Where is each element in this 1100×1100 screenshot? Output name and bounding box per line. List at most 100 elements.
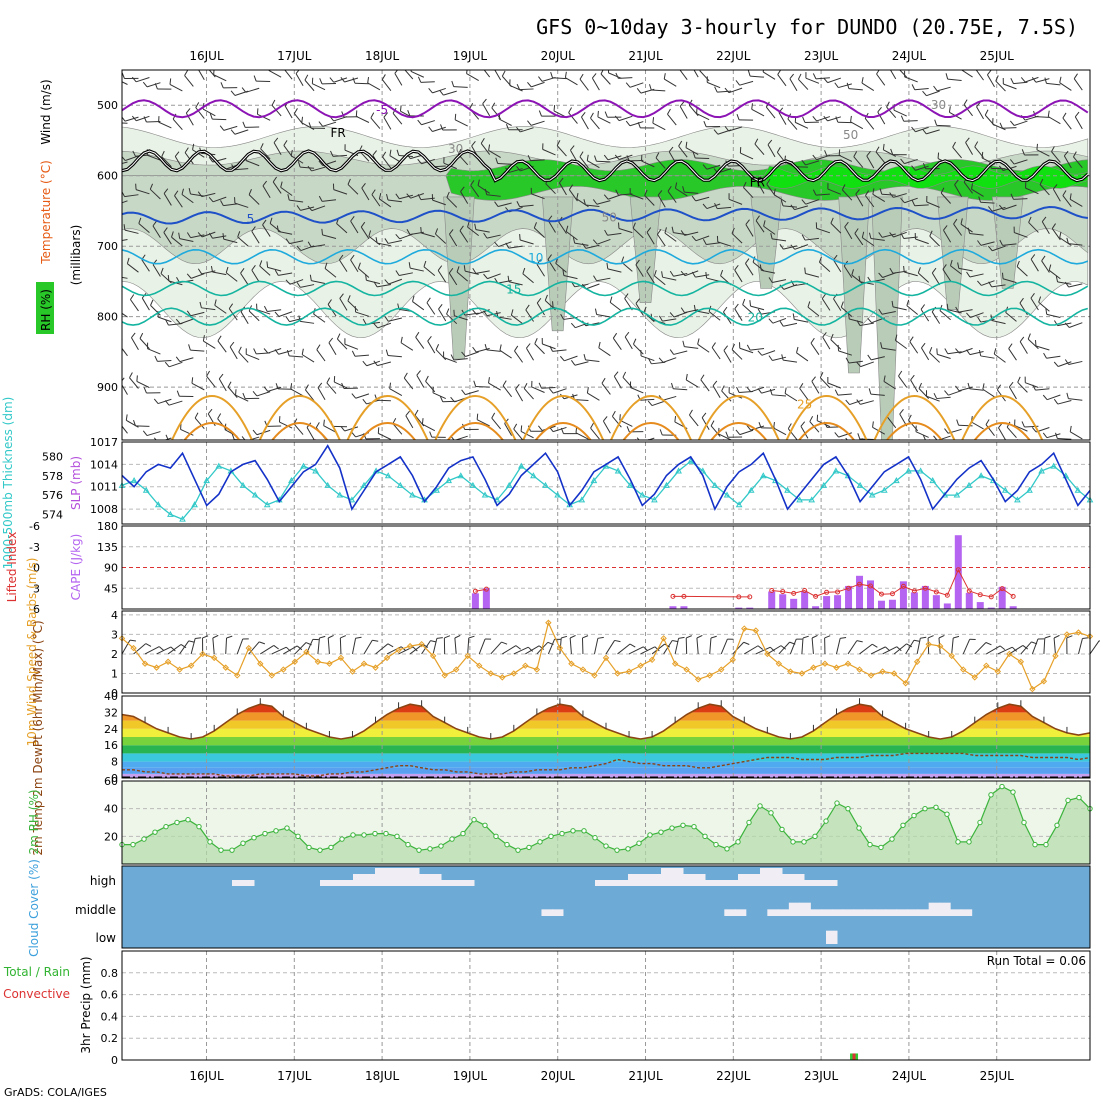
wind-barb — [756, 181, 765, 194]
temperature-contour-arch — [371, 439, 404, 440]
wind-barb — [696, 113, 710, 121]
wind-barb — [396, 149, 400, 156]
wind-barb — [712, 385, 721, 399]
wind-barb — [1006, 426, 1017, 439]
wind-barb — [122, 239, 128, 242]
ylabel-rh-2m: 2m RH (%) — [27, 789, 41, 854]
wind-barb — [131, 332, 136, 338]
wind-barb — [214, 304, 227, 314]
wind-barb — [947, 78, 962, 81]
rh-point — [955, 839, 961, 845]
wind-barb-10m — [170, 646, 176, 652]
wind-barb — [296, 205, 301, 211]
wind-speed-point — [418, 640, 425, 648]
wind-barb-10m — [569, 637, 572, 654]
lifted-index-point — [889, 591, 895, 597]
wind-barb — [115, 72, 116, 78]
wind-barb — [311, 280, 326, 284]
wind-barb — [495, 157, 499, 164]
wind-barb — [484, 188, 488, 195]
wind-barb — [917, 267, 921, 274]
cloud-frame — [121, 865, 1091, 949]
thickness-point — [651, 496, 658, 503]
wind-barb — [630, 193, 644, 200]
wind-barb — [931, 267, 937, 274]
rh-point — [977, 819, 983, 826]
temperature-contour-arch — [710, 422, 767, 440]
x-tick-label-bottom: 24JUL — [892, 1069, 927, 1083]
wind-barb — [480, 138, 485, 144]
wind-barb — [591, 73, 597, 79]
wind-barb — [234, 129, 249, 135]
wind-barb — [389, 149, 392, 156]
wind-barb — [157, 359, 172, 362]
wind-barb — [1008, 348, 1017, 361]
rh-point — [1054, 822, 1060, 828]
wind-barb — [340, 76, 345, 83]
wind-barb — [673, 388, 688, 391]
wind-barb — [321, 228, 323, 235]
wind-barb — [685, 147, 699, 156]
rh-point — [691, 823, 697, 830]
wind-barb — [564, 71, 567, 78]
wind-barb — [1038, 296, 1042, 303]
lifted-index-point — [977, 592, 983, 598]
wind-barb — [446, 197, 458, 208]
wind-barb — [982, 388, 995, 398]
wind-barb — [405, 410, 410, 417]
wind-barb — [112, 117, 114, 123]
wind-barb — [988, 281, 993, 288]
wind-barb — [838, 350, 852, 356]
cloud-cell — [738, 874, 750, 886]
wind-barb — [519, 88, 534, 91]
temperature-contour-label: 5 — [247, 212, 255, 226]
wind-barb — [952, 141, 956, 148]
wind-barb — [415, 331, 420, 338]
wind-barb — [217, 335, 222, 342]
wind-barb-10m — [927, 635, 934, 639]
rh-plume — [871, 196, 903, 440]
wind-barb — [491, 102, 496, 109]
wind-barb — [723, 306, 728, 313]
cloud-cell — [735, 909, 747, 916]
wind-barb — [920, 304, 926, 310]
wind-barb — [898, 375, 908, 388]
rh-tick-label: 20 — [104, 830, 118, 843]
wind-barb — [858, 275, 861, 282]
wind-barb — [552, 301, 554, 308]
wind-barb — [910, 379, 919, 393]
wind-barb — [601, 377, 606, 384]
wind-barb — [448, 233, 458, 247]
wind-barb-10m — [896, 646, 902, 652]
wind-barb — [190, 311, 205, 317]
wind-barb-10m — [720, 638, 728, 655]
wind-speed-point — [268, 672, 276, 679]
temperature-band — [122, 728, 1090, 737]
wind-barb — [1046, 433, 1061, 439]
wind-barb-10m — [1020, 641, 1032, 655]
rh-point — [812, 833, 818, 840]
wind-barb — [333, 77, 348, 83]
wind-barb — [739, 80, 754, 86]
wind-barb — [565, 225, 569, 232]
temperature-tick-label: 0 — [111, 772, 118, 785]
wind-barb — [267, 266, 282, 272]
wind-barb — [417, 76, 422, 83]
wind-barb — [549, 345, 554, 352]
wind-barb-10m — [871, 643, 878, 648]
wind-barb — [811, 376, 816, 382]
wind-speed-point — [983, 662, 990, 669]
wind-speed-point — [314, 658, 322, 665]
slp-tick-label: 1011 — [90, 481, 118, 494]
wind-barb — [621, 261, 633, 272]
wind-barb — [259, 265, 271, 276]
wind-barb — [251, 269, 260, 283]
wind-barb — [383, 117, 392, 130]
wind-speed-point — [383, 654, 391, 662]
wind-barb — [958, 386, 973, 392]
wind-barb — [341, 382, 345, 389]
wind-barb — [762, 70, 764, 73]
rh-point — [174, 819, 180, 826]
wind-barb — [1058, 361, 1072, 367]
wind-barb — [558, 221, 567, 234]
